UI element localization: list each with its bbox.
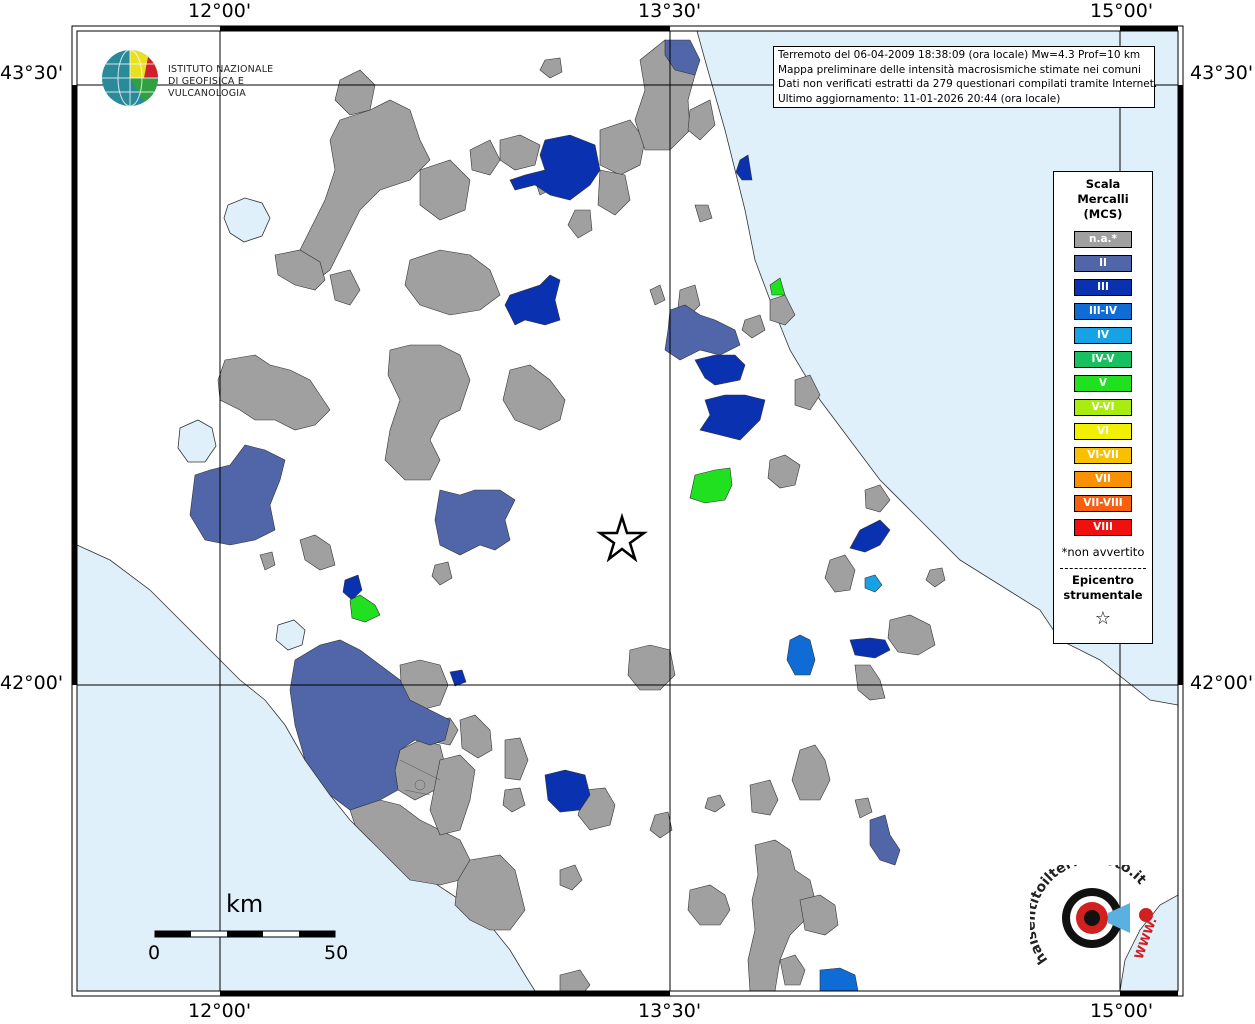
legend-swatch: VIII	[1074, 519, 1132, 536]
event-info-line2: Mappa preliminare delle intensità macros…	[778, 63, 1141, 76]
municipalities-III-IV	[786, 634, 859, 992]
municipalities-IV	[864, 574, 883, 593]
event-info-line4: Ultimo aggiornamento: 11-01-2026 20:44 (…	[778, 92, 1061, 105]
legend-title-3: (MCS)	[1083, 207, 1123, 221]
ingv-globe-icon	[102, 49, 158, 107]
legend-swatch: n.a.*	[1074, 231, 1132, 248]
lon-label-top-1: 12°00'	[188, 0, 252, 22]
legend-swatch: IV	[1074, 327, 1132, 344]
rome-districts	[399, 759, 441, 796]
legend-epicenter-label-2: strumentale	[1063, 588, 1143, 602]
lake-bracciano	[275, 619, 306, 651]
scale-bar-graphic	[154, 930, 336, 938]
legend-swatch: III-IV	[1074, 303, 1132, 320]
scale-unit: km	[226, 890, 264, 918]
scale-bar: km 0 50	[148, 890, 348, 970]
legend-swatch: VII-VIII	[1074, 495, 1132, 512]
lake-trasimeno	[223, 197, 271, 243]
event-info-line1: Terremoto del 06-04-2009 18:38:09 (ora l…	[778, 49, 1141, 61]
legend-swatch: V-VI	[1074, 399, 1132, 416]
legend-separator	[1060, 568, 1146, 569]
lon-label-top-2: 13°30'	[638, 0, 702, 22]
ingv-name-line2: DI GEOFISICA E VULCANOLOGIA	[168, 76, 246, 99]
legend-title-2: Mercalli	[1077, 192, 1129, 206]
epicenter-star	[596, 512, 648, 563]
legend-swatch: IV-V	[1074, 351, 1132, 368]
legend-swatch: VI-VII	[1074, 447, 1132, 464]
legend-epicenter-label-1: Epicentro	[1072, 573, 1134, 587]
ingv-name-line1: ISTITUTO NAZIONALE	[168, 64, 274, 75]
lon-label-bottom-1: 12°00'	[188, 1000, 252, 1022]
legend-title-1: Scala	[1085, 177, 1121, 191]
lat-label-right-1: 43°30'	[1190, 62, 1254, 84]
lon-label-top-3: 15°00'	[1090, 0, 1154, 22]
legend-swatch: III	[1074, 279, 1132, 296]
legend-swatch: VII	[1074, 471, 1132, 488]
ingv-logo: ISTITUTO NAZIONALE DI GEOFISICA E VULCAN…	[100, 47, 320, 109]
legend-swatch: V	[1074, 375, 1132, 392]
municipalities-III	[342, 134, 891, 813]
scale-min: 0	[148, 942, 161, 964]
municipalities-na	[217, 39, 946, 992]
legend-epicenter-star-icon: ☆	[1094, 608, 1112, 629]
hai-sentito-logo: haisentitoilterremoto.it WWW.	[1030, 865, 1160, 967]
event-info-line3: Dati non verificati estratti da 279 ques…	[778, 78, 1158, 90]
municipalities-V	[349, 277, 786, 623]
lon-label-bottom-2: 13°30'	[638, 1000, 702, 1022]
hai-sentito-url: WWW.	[1132, 916, 1160, 961]
intensity-legend: Scala Mercalli (MCS) n.a.* II III III-IV IV I…	[1053, 171, 1153, 644]
lat-label-left-2: 42°00'	[0, 672, 64, 694]
lat-label-left-1: 43°30'	[0, 62, 64, 84]
legend-swatch: VI	[1074, 423, 1132, 440]
lake-bolsena	[177, 419, 217, 463]
scale-max: 50	[324, 942, 349, 964]
legend-note: *non avvertito	[1061, 545, 1145, 559]
frame-ticks	[72, 26, 1183, 996]
lon-label-bottom-3: 15°00'	[1090, 1000, 1154, 1022]
legend-swatch: II	[1074, 255, 1132, 272]
event-info-box: Terremoto del 06-04-2009 18:38:09 (ora l…	[773, 46, 1158, 108]
municipalities-II	[189, 39, 901, 866]
lat-label-right-2: 42°00'	[1190, 672, 1254, 694]
